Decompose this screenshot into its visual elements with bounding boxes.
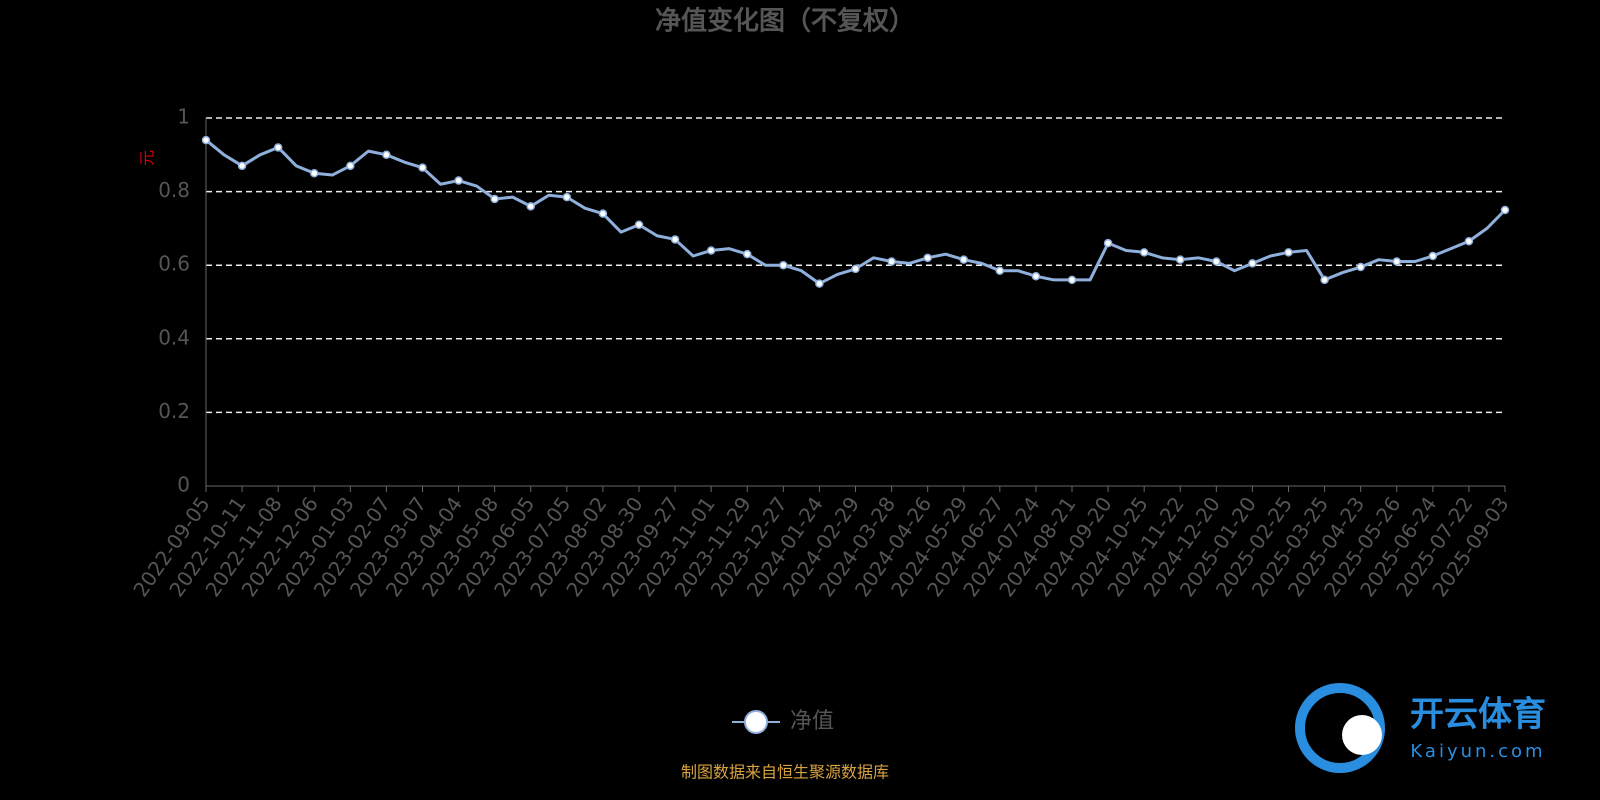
y-tick-label: 0.4: [158, 325, 190, 349]
point: [851, 264, 860, 274]
legend-label: 净值: [790, 709, 834, 734]
y-tick-label: 0.6: [158, 252, 190, 276]
point: [1392, 257, 1401, 266]
point: [382, 150, 391, 160]
point: [887, 257, 896, 266]
chart-title: 净值变化图（不复权）: [655, 6, 915, 37]
point: [1248, 259, 1257, 268]
point: [1356, 262, 1365, 272]
point: [959, 255, 968, 264]
point: [1031, 271, 1041, 281]
point: [418, 163, 427, 172]
point: [273, 143, 283, 152]
point: [706, 246, 716, 255]
point: [743, 249, 752, 259]
point: [526, 202, 535, 211]
point: [1103, 238, 1113, 248]
point: [1464, 237, 1474, 246]
point: [923, 253, 932, 263]
point: [1320, 275, 1329, 285]
point: [1176, 255, 1185, 264]
y-tick-label: 1: [177, 105, 190, 129]
point: [1139, 248, 1149, 257]
point: [670, 235, 680, 244]
y-tick-label: 0.2: [158, 399, 190, 423]
source-note: 制图数据来自恒生聚源数据库: [681, 763, 889, 782]
point: [346, 161, 355, 171]
point: [634, 220, 644, 229]
point: [1067, 275, 1077, 285]
point: [815, 279, 824, 288]
point: [562, 192, 572, 202]
point: [310, 168, 319, 178]
point: [995, 266, 1005, 275]
point: [1284, 248, 1293, 257]
point: [201, 135, 211, 145]
watermark: 开云体育 Kaiyun.com: [1295, 683, 1546, 773]
y-axis-label: 元: [138, 150, 157, 166]
point: [1428, 251, 1438, 261]
point: [779, 260, 788, 270]
watermark-url: Kaiyun.com: [1410, 741, 1545, 762]
legend-marker: [744, 710, 768, 734]
point: [237, 161, 247, 171]
point: [490, 194, 499, 204]
y-tick-label: 0.8: [158, 178, 190, 202]
point: [1212, 257, 1221, 266]
watermark-title: 开云体育: [1410, 695, 1546, 735]
point: [1500, 205, 1510, 215]
point: [598, 209, 608, 218]
point: [454, 176, 463, 185]
y-tick-label: 0: [177, 473, 190, 497]
logo-ball: [1342, 715, 1382, 755]
